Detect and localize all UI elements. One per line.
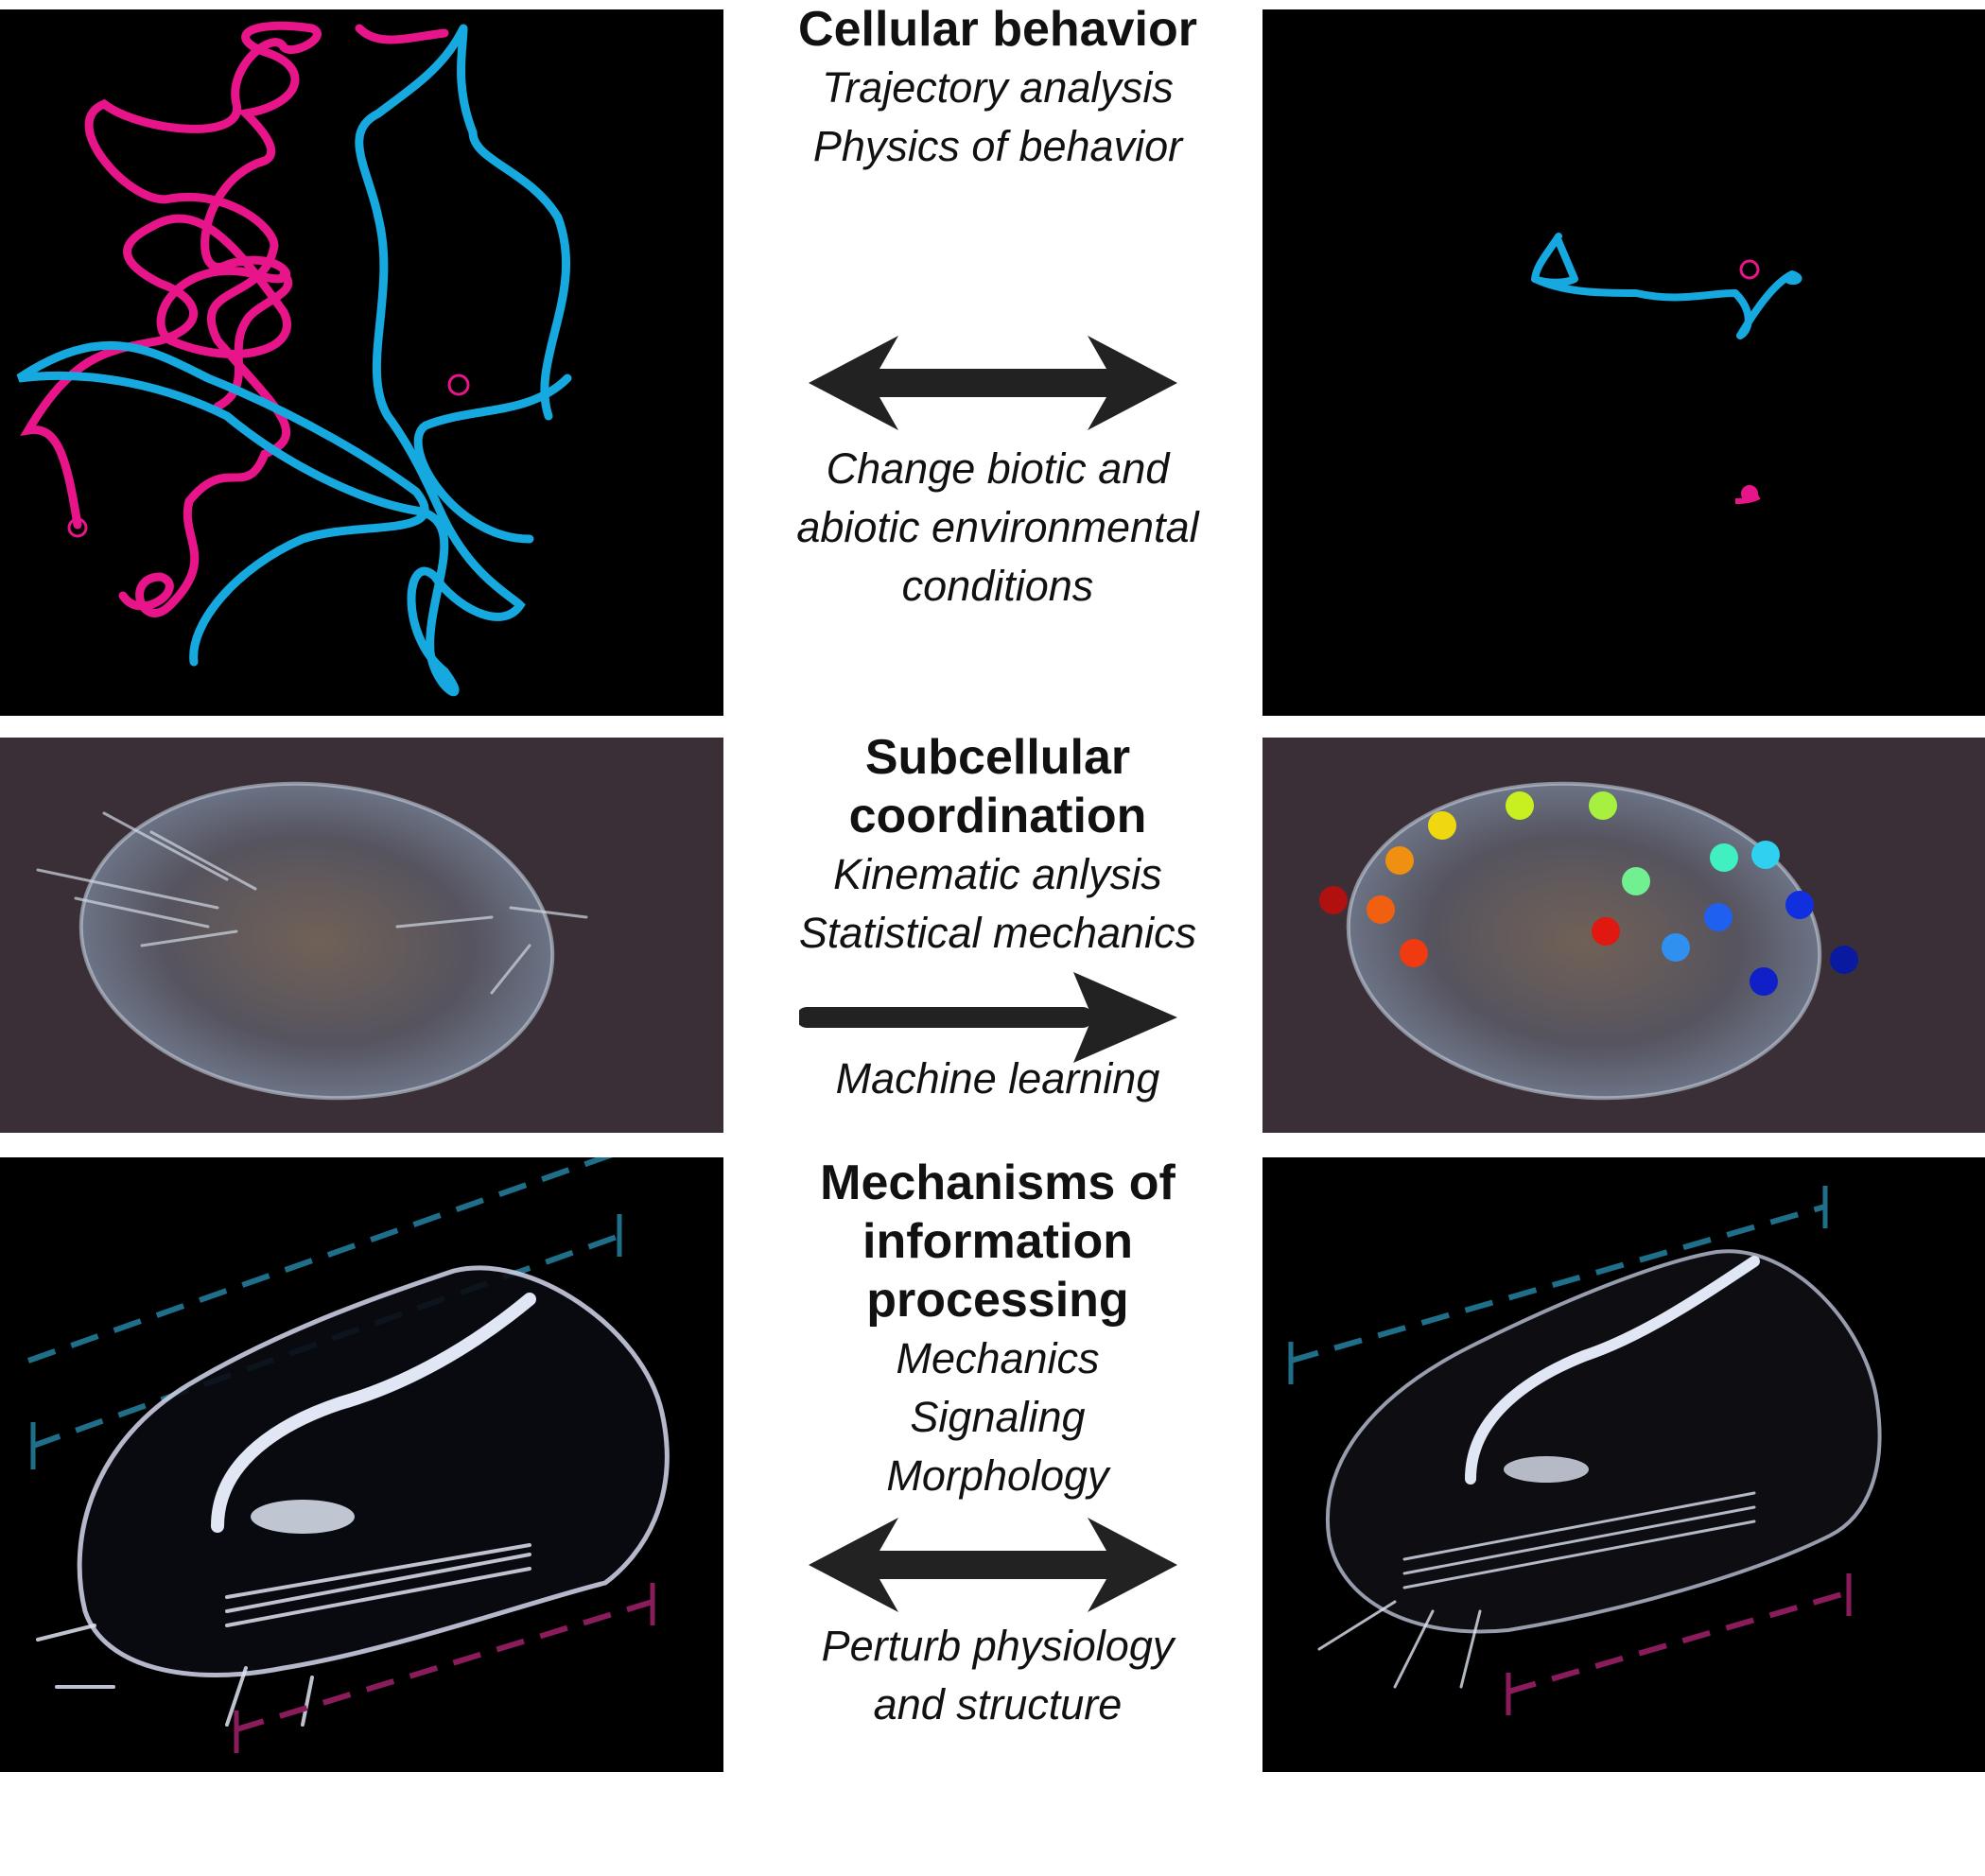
keypoint — [1319, 886, 1348, 914]
trajectory-cyan-short — [1531, 233, 1802, 339]
method-label: Signaling — [910, 1393, 1086, 1441]
keypoint — [1428, 811, 1456, 840]
section-cellular-behavior: Cellular behavior Trajectory analysis Ph… — [723, 0, 1272, 176]
caption-line: abiotic environmental — [796, 503, 1199, 551]
trajectory-plot-right — [1531, 233, 1802, 504]
keypoint — [1750, 967, 1778, 996]
keypoint — [1704, 903, 1733, 931]
section-heading: coordination — [848, 789, 1147, 843]
trajectory-panel-left — [0, 9, 723, 716]
keypoint — [1400, 939, 1428, 967]
keypoint — [1785, 891, 1814, 919]
cell-illustration-right — [1319, 781, 1858, 1101]
keypoint — [1385, 846, 1414, 875]
caption-perturb: Perturb physiology and structure — [723, 1617, 1272, 1734]
caption-line: Change biotic and — [826, 444, 1170, 493]
fluorescence-panel-right — [1262, 1157, 1985, 1772]
keypoint — [1830, 946, 1858, 974]
fluorescence-illustration-left — [27, 1157, 670, 1753]
method-label: Morphology — [886, 1451, 1109, 1500]
section-heading: processing — [866, 1273, 1129, 1328]
section-heading: Mechanisms of — [820, 1155, 1175, 1210]
cell-micrograph-right — [1262, 738, 1985, 1133]
section-information-processing: Mechanisms of information processing Mec… — [723, 1154, 1272, 1505]
right-arrow-icon — [799, 972, 1177, 1063]
keypoint — [1710, 843, 1738, 872]
keypoint — [1506, 791, 1534, 820]
keypoint — [1589, 791, 1617, 820]
trajectory-panel-right — [1262, 9, 1985, 716]
cell-illustration-left — [36, 781, 588, 1101]
section-heading: Cellular behavior — [798, 2, 1197, 57]
dashed-bracket-top — [1290, 1204, 1826, 1364]
caption-line: and structure — [873, 1680, 1123, 1728]
caption-machine-learning: Machine learning — [723, 1050, 1272, 1108]
keypoint — [1592, 917, 1620, 946]
cell-micrograph-left — [0, 738, 723, 1133]
caption-line: Machine learning — [835, 1054, 1160, 1103]
trajectory-magenta — [20, 21, 322, 617]
trajectory-plot-left — [16, 21, 572, 697]
section-subcellular-coordination: Subcellular coordination Kinematic anlys… — [723, 728, 1272, 963]
caption-line: conditions — [901, 562, 1094, 610]
double-arrow-icon — [809, 1518, 1177, 1612]
dashed-bracket-top — [31, 1233, 621, 1449]
fluorescence-panel-left — [0, 1157, 723, 1772]
trajectory-cyan — [16, 24, 572, 697]
method-label: Statistical mechanics — [798, 909, 1197, 957]
trajectory-endpoint-right — [1739, 259, 1760, 280]
fluorescence-illustration-right — [1288, 1186, 1882, 1715]
section-heading: Subcellular — [864, 730, 1131, 785]
caption-environmental: Change biotic and abiotic environmental … — [723, 440, 1272, 616]
section-heading: information — [862, 1214, 1133, 1269]
method-label: Physics of behavior — [812, 122, 1183, 170]
trajectory-endpoint-left-2 — [447, 373, 470, 396]
trajectory-endpoint-left — [67, 517, 88, 538]
keypoint — [1662, 933, 1690, 962]
method-label: Kinematic anlysis — [833, 850, 1162, 898]
method-label: Mechanics — [896, 1334, 1100, 1382]
dashed-bracket-bottom — [235, 1599, 653, 1732]
caption-line: Perturb physiology — [821, 1622, 1175, 1670]
keypoint — [1751, 841, 1780, 869]
keypoint — [1622, 867, 1650, 895]
double-arrow-icon — [809, 336, 1177, 430]
method-label: Trajectory analysis — [822, 63, 1174, 112]
dashed-bracket-bottom — [1507, 1589, 1850, 1694]
tracked-keypoints — [1319, 791, 1858, 996]
keypoint — [1367, 895, 1395, 924]
